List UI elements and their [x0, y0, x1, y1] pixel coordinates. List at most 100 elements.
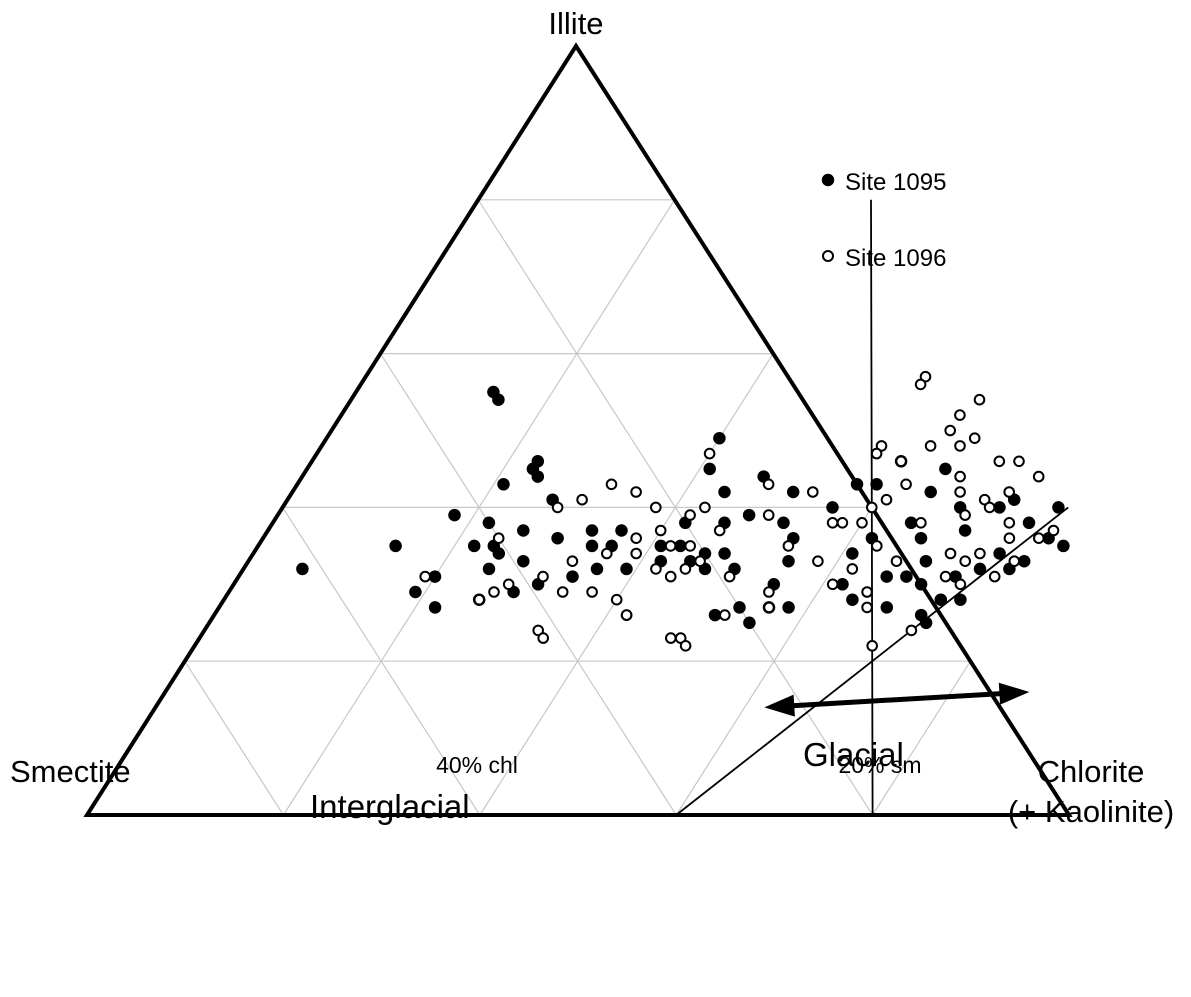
point-site-1096	[419, 570, 432, 583]
point-site-1095	[836, 578, 849, 591]
point-site-1095	[786, 485, 800, 499]
point-site-1095	[482, 516, 496, 530]
point-site-1096	[537, 632, 550, 644]
legend-label-site-1096: Site 1096	[845, 245, 946, 272]
point-site-1095	[718, 547, 731, 560]
point-site-1095	[531, 470, 545, 483]
point-site-1095	[733, 601, 746, 614]
point-site-1095	[1052, 501, 1065, 514]
point-site-1096	[601, 547, 613, 560]
point-site-1096	[665, 632, 677, 644]
point-site-1095	[1022, 516, 1036, 530]
point-site-1096	[944, 547, 957, 560]
point-site-1096	[1003, 486, 1016, 498]
point-site-1096	[807, 486, 819, 498]
point-site-1095	[482, 562, 496, 576]
point-site-1096	[861, 586, 873, 598]
point-site-1096	[890, 555, 903, 568]
point-site-1096	[763, 601, 775, 614]
grid-line	[379, 353, 677, 816]
grid-line	[282, 507, 481, 816]
point-site-1095	[742, 508, 756, 522]
point-site-1096	[1013, 455, 1025, 468]
point-site-1096	[959, 509, 971, 521]
point-site-1095	[566, 570, 579, 583]
point-site-1096	[993, 455, 1006, 468]
point-site-1095	[782, 601, 795, 614]
point-site-1095	[954, 593, 967, 606]
point-site-1096	[762, 509, 775, 521]
point-site-1096	[1033, 532, 1045, 545]
point-site-1096	[826, 517, 839, 529]
point-site-1095	[492, 547, 506, 560]
point-site-1095	[590, 562, 604, 576]
corner-label-left: Smectite	[10, 754, 131, 789]
arrow-shaft	[790, 690, 1004, 709]
point-site-1096	[586, 586, 598, 598]
point-site-1095	[846, 593, 859, 606]
point-site-1095	[428, 570, 442, 583]
point-site-1095	[409, 585, 422, 599]
point-site-1095	[674, 539, 687, 553]
point-site-1096	[719, 609, 731, 621]
point-site-1096	[537, 570, 549, 583]
point-site-1096	[954, 486, 966, 498]
point-site-1096	[856, 517, 868, 529]
point-site-1095	[615, 524, 628, 537]
point-site-1095	[492, 393, 505, 406]
point-site-1096	[1047, 524, 1060, 537]
point-site-1096	[1032, 470, 1045, 483]
point-site-1095	[296, 562, 309, 576]
ternary-grid	[184, 199, 971, 816]
point-site-1096	[713, 524, 726, 537]
legend-marker-site-1095	[821, 173, 835, 187]
point-site-1096	[871, 540, 883, 552]
legend: Site 1095 Site 1096	[821, 169, 946, 272]
point-site-1095	[703, 462, 716, 476]
point-site-1095	[585, 524, 599, 537]
grid-line	[872, 660, 971, 816]
point-site-1096	[924, 440, 937, 452]
point-site-1095	[718, 485, 731, 499]
point-site-1096	[610, 593, 623, 606]
point-site-1096	[914, 378, 927, 391]
point-site-1096	[988, 570, 1001, 583]
point-site-1095	[919, 616, 933, 630]
point-site-1095	[846, 547, 859, 560]
point-site-1096	[1003, 532, 1016, 545]
point-site-1095	[939, 462, 952, 476]
point-site-1096	[915, 517, 927, 529]
grid-line	[675, 507, 873, 816]
point-site-1096	[605, 478, 618, 491]
point-site-1096	[895, 455, 907, 468]
point-site-1096	[1008, 555, 1021, 568]
point-site-1095	[1057, 539, 1070, 553]
point-site-1096	[866, 501, 878, 514]
point-site-1096	[679, 640, 692, 652]
point-site-1095	[914, 578, 928, 591]
point-site-1096	[905, 624, 918, 637]
point-site-1095	[654, 539, 668, 553]
point-site-1095	[914, 531, 928, 545]
point-site-1095	[919, 554, 933, 568]
arrow-head	[764, 694, 795, 717]
point-site-1096	[861, 601, 873, 614]
point-site-1095	[993, 501, 1006, 514]
point-site-1095	[708, 608, 722, 622]
point-site-1096	[866, 640, 879, 652]
triangle-outline	[83, 42, 1073, 817]
point-site-1096	[664, 570, 677, 583]
point-site-1096	[723, 570, 736, 583]
point-site-1095	[958, 524, 972, 537]
point-site-1096	[473, 593, 486, 606]
point-site-1095	[900, 570, 913, 583]
point-site-1095	[924, 485, 937, 499]
corner-label-right: Chlorite	[1038, 754, 1145, 789]
point-site-1096	[826, 578, 839, 591]
point-site-1096	[973, 393, 986, 406]
point-site-1096	[812, 555, 824, 568]
interglacial-label: Interglacial	[310, 788, 470, 825]
point-site-1095	[448, 508, 461, 522]
point-site-1095	[777, 516, 790, 530]
